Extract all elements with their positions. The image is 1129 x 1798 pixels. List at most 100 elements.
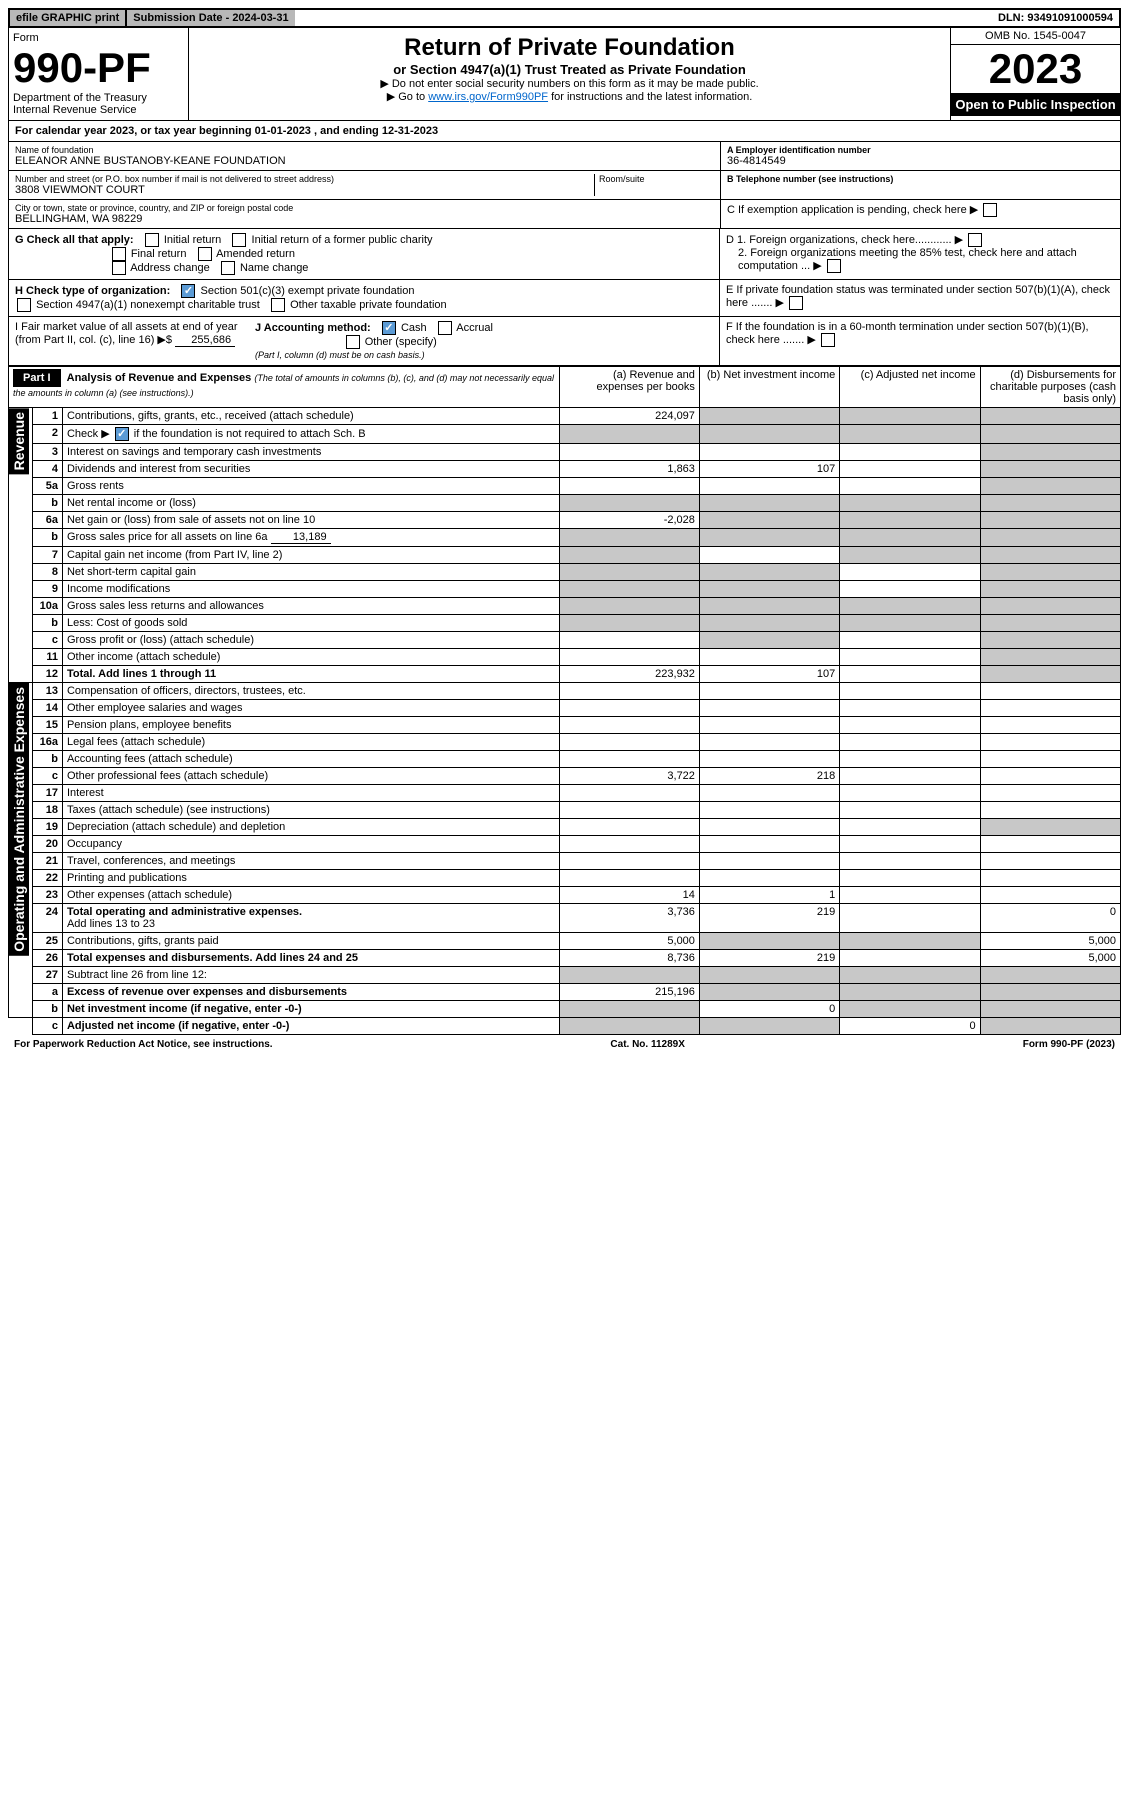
l20-d — [980, 836, 1120, 853]
l21-c — [840, 853, 980, 870]
chk-cash[interactable] — [382, 321, 396, 335]
cal-pre: For calendar year 2023, or tax year begi… — [15, 125, 255, 137]
l2-desc: Check ▶ if the foundation is not require… — [62, 425, 559, 444]
chk-address[interactable] — [112, 261, 126, 275]
col-d-hdr: (d) Disbursements for charitable purpose… — [980, 367, 1120, 408]
g-row: G Check all that apply: Initial return I… — [8, 229, 1121, 280]
irs-link[interactable]: www.irs.gov/Form990PF — [428, 91, 548, 103]
ln-21: 21 — [32, 853, 62, 870]
line-7: 7Capital gain net income (from Part IV, … — [9, 547, 1121, 564]
l26-d: 5,000 — [980, 950, 1120, 967]
l3-b — [699, 444, 839, 461]
l5b-b — [699, 495, 839, 512]
line-11: 11Other income (attach schedule) — [9, 649, 1121, 666]
l12-d — [980, 666, 1120, 683]
chk-d1[interactable] — [968, 233, 982, 247]
l17-b — [699, 785, 839, 802]
l27-desc: Subtract line 26 from line 12: — [62, 967, 559, 984]
l23-desc: Other expenses (attach schedule) — [62, 887, 559, 904]
chk-4947[interactable] — [17, 298, 31, 312]
l7-desc: Capital gain net income (from Part IV, l… — [62, 547, 559, 564]
form-number: 990-PF — [13, 44, 184, 92]
l27b-d — [980, 1001, 1120, 1018]
chk-d2[interactable] — [827, 259, 841, 273]
l11-b — [699, 649, 839, 666]
l16a-desc: Legal fees (attach schedule) — [62, 734, 559, 751]
efile-label: efile GRAPHIC print — [10, 10, 125, 26]
l23-b: 1 — [699, 887, 839, 904]
l15-desc: Pension plans, employee benefits — [62, 717, 559, 734]
line-14: 14Other employee salaries and wages — [9, 700, 1121, 717]
calendar-year-row: For calendar year 2023, or tax year begi… — [8, 121, 1121, 142]
l4-b: 107 — [699, 461, 839, 478]
line-10a: 10aGross sales less returns and allowanc… — [9, 598, 1121, 615]
city-label: City or town, state or province, country… — [15, 203, 714, 213]
part1-header-row: Part I Analysis of Revenue and Expenses … — [9, 367, 1121, 408]
spacer — [9, 1018, 33, 1035]
l15-d — [980, 717, 1120, 734]
l27b-a — [559, 1001, 699, 1018]
l22-c — [840, 870, 980, 887]
page-footer: For Paperwork Reduction Act Notice, see … — [8, 1035, 1121, 1054]
line-8: 8Net short-term capital gain — [9, 564, 1121, 581]
l21-a — [559, 853, 699, 870]
chk-amended[interactable] — [198, 247, 212, 261]
l18-b — [699, 802, 839, 819]
phone-label: B Telephone number (see instructions) — [727, 174, 1114, 184]
ln-16a: 16a — [32, 734, 62, 751]
ein-value: 36-4814549 — [727, 155, 1114, 167]
ln-27a: a — [32, 984, 62, 1001]
street-address: 3808 VIEWMONT COURT — [15, 184, 594, 196]
c-label: C If exemption application is pending, c… — [727, 204, 967, 216]
chk-name[interactable] — [221, 261, 235, 275]
line-24: 24Total operating and administrative exp… — [9, 904, 1121, 933]
l11-a — [559, 649, 699, 666]
l13-a — [559, 683, 699, 700]
cal-mid: , and ending — [314, 125, 382, 137]
line-13: Operating and Administrative Expenses 13… — [9, 683, 1121, 700]
l13-d — [980, 683, 1120, 700]
phone-cell: B Telephone number (see instructions) — [721, 171, 1120, 200]
l6a-c — [840, 512, 980, 529]
l27a-b — [699, 984, 839, 1001]
line-27c: cAdjusted net income (if negative, enter… — [9, 1018, 1121, 1035]
part1-label: Part I — [13, 369, 61, 387]
chk-f[interactable] — [821, 333, 835, 347]
page: efile GRAPHIC print Submission Date - 20… — [0, 0, 1129, 1062]
l4-d — [980, 461, 1120, 478]
chk-accrual[interactable] — [438, 321, 452, 335]
l26-c — [840, 950, 980, 967]
l10c-desc: Gross profit or (loss) (attach schedule) — [62, 632, 559, 649]
l27a-desc: Excess of revenue over expenses and disb… — [62, 984, 559, 1001]
chk-initial[interactable] — [145, 233, 159, 247]
l3-a — [559, 444, 699, 461]
l1-a: 224,097 — [559, 408, 699, 425]
l2-pre: Check ▶ — [67, 428, 110, 440]
expenses-sidebar: Operating and Administrative Expenses — [9, 683, 29, 956]
l5a-b — [699, 478, 839, 495]
info-block: Name of foundation ELEANOR ANNE BUSTANOB… — [8, 142, 1121, 229]
chk-other-method[interactable] — [346, 335, 360, 349]
l27-d — [980, 967, 1120, 984]
l23-a: 14 — [559, 887, 699, 904]
l21-d — [980, 853, 1120, 870]
revenue-sidebar: Revenue — [9, 408, 29, 474]
l2-a — [559, 425, 699, 444]
l16b-desc: Accounting fees (attach schedule) — [62, 751, 559, 768]
c-checkbox[interactable] — [983, 203, 997, 217]
form-header: Form 990-PF Department of the Treasury I… — [8, 28, 1121, 121]
col-c-hdr: (c) Adjusted net income — [840, 367, 980, 408]
l17-c — [840, 785, 980, 802]
l17-desc: Interest — [62, 785, 559, 802]
chk-final[interactable] — [112, 247, 126, 261]
chk-e[interactable] — [789, 296, 803, 310]
chk-schb[interactable] — [115, 427, 129, 441]
l18-desc: Taxes (attach schedule) (see instruction… — [62, 802, 559, 819]
chk-other-tax[interactable] — [271, 298, 285, 312]
ln-8: 8 — [32, 564, 62, 581]
part1-title: Analysis of Revenue and Expenses — [67, 372, 252, 384]
chk-501c3[interactable] — [181, 284, 195, 298]
d2-row: 2. Foreign organizations meeting the 85%… — [726, 247, 1114, 273]
chk-initial-former[interactable] — [232, 233, 246, 247]
l4-a: 1,863 — [559, 461, 699, 478]
